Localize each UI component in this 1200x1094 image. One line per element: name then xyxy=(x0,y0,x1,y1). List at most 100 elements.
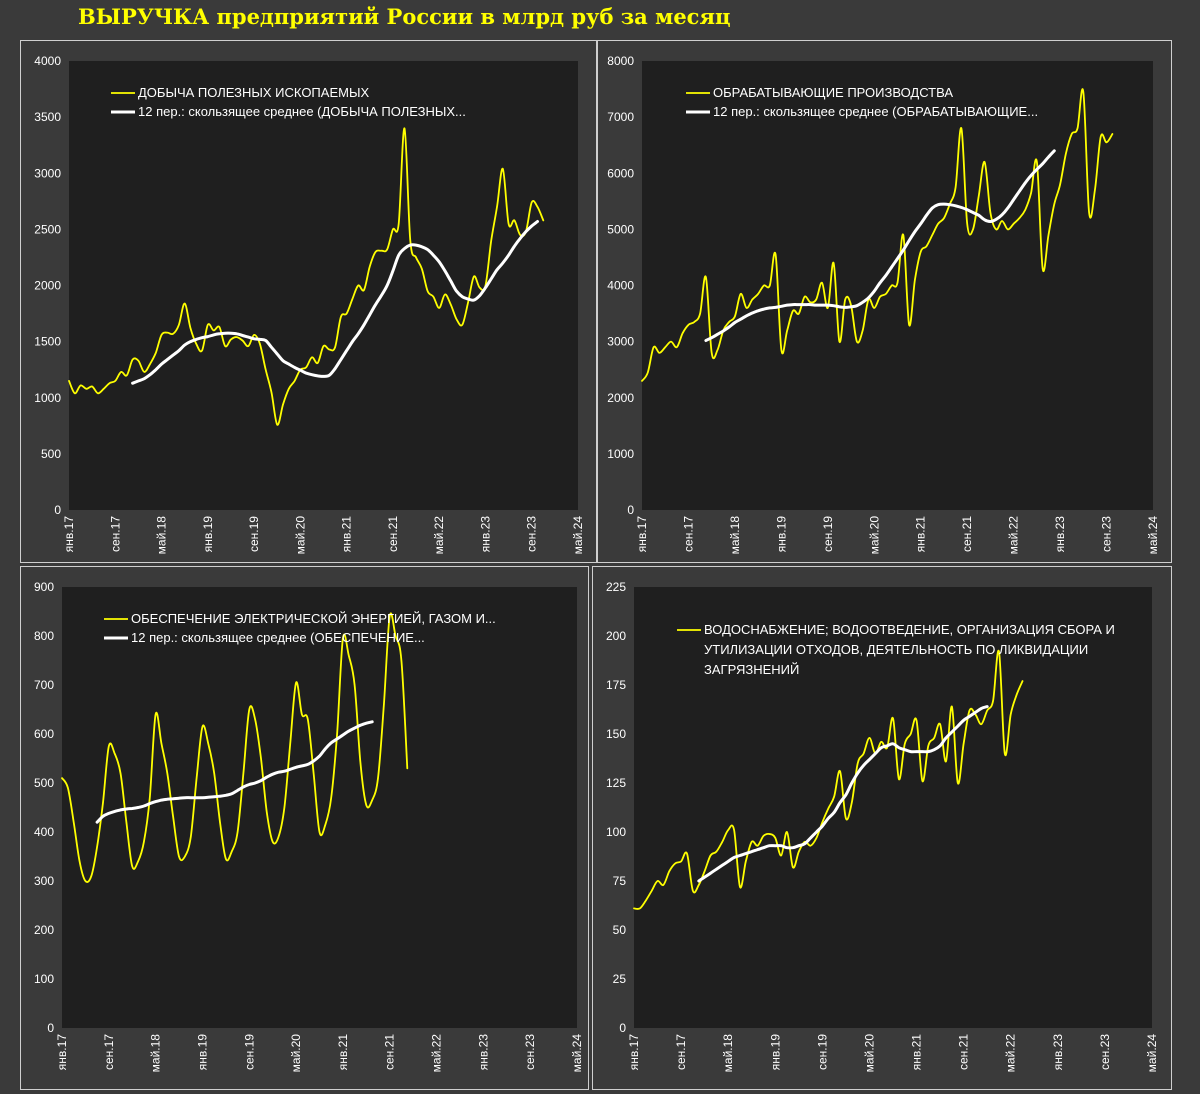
moving-average-point xyxy=(531,225,533,227)
actual-data-point xyxy=(108,382,111,384)
y-tick-label: 25 xyxy=(613,972,627,986)
actual-data-point xyxy=(804,296,806,298)
actual-data-point xyxy=(863,753,865,755)
actual-data-point xyxy=(178,855,180,858)
actual-data-point xyxy=(733,829,735,831)
moving-average-point xyxy=(809,304,811,306)
actual-data-point xyxy=(851,802,853,804)
actual-data-point xyxy=(966,223,968,225)
actual-data-point xyxy=(313,772,315,774)
actual-data-point xyxy=(230,338,232,340)
moving-average-point xyxy=(392,270,394,272)
moving-average-point xyxy=(328,374,330,376)
actual-data-point xyxy=(995,228,997,230)
moving-average-point xyxy=(172,354,174,356)
x-tick-label: сен.19 xyxy=(242,1034,256,1070)
moving-average-point xyxy=(921,751,923,753)
x-tick-label: сен.23 xyxy=(1100,516,1114,552)
moving-average-point xyxy=(219,795,221,797)
actual-data-point xyxy=(920,251,922,253)
actual-data-point xyxy=(237,831,239,833)
moving-average-point xyxy=(473,299,475,301)
actual-data-point xyxy=(914,279,916,281)
actual-data-point xyxy=(892,717,894,719)
moving-average-point xyxy=(346,350,348,352)
moving-average-point xyxy=(299,369,301,371)
actual-data-point xyxy=(762,835,765,837)
actual-data-point xyxy=(915,719,918,721)
moving-average-point xyxy=(867,297,870,299)
moving-average-point xyxy=(886,745,888,747)
moving-average-point xyxy=(189,341,192,343)
moving-average-point xyxy=(242,786,244,788)
moving-average-point xyxy=(317,375,319,377)
actual-data-point xyxy=(166,772,168,774)
moving-average-point xyxy=(1047,156,1050,158)
actual-data-point xyxy=(318,831,321,833)
x-tick-label: янв.17 xyxy=(55,1034,69,1071)
moving-average-point xyxy=(1030,174,1032,177)
actual-data-point xyxy=(651,890,653,892)
actual-data-point xyxy=(857,762,859,764)
x-tick-label: янв.23 xyxy=(478,516,492,553)
actual-data-point xyxy=(1016,694,1018,696)
actual-data-point xyxy=(224,345,226,347)
moving-average-point xyxy=(960,206,962,209)
actual-data-point xyxy=(687,324,690,326)
x-tick-label: май.18 xyxy=(149,1034,163,1073)
x-tick-label: янв.19 xyxy=(201,516,215,553)
actual-data-point xyxy=(960,127,962,129)
moving-average-point xyxy=(461,296,463,298)
x-tick-label: сен.17 xyxy=(108,516,122,552)
moving-average-point xyxy=(857,772,859,774)
x-tick-label: сен.17 xyxy=(102,1034,116,1070)
actual-data-point xyxy=(502,168,504,170)
actual-data-point xyxy=(1059,183,1061,186)
actual-data-point xyxy=(400,659,402,662)
actual-data-point xyxy=(839,770,841,772)
moving-average-point xyxy=(711,337,713,339)
y-tick-label: 3000 xyxy=(607,335,634,349)
actual-data-point xyxy=(1036,161,1038,163)
actual-data-point xyxy=(674,862,676,864)
actual-data-point xyxy=(317,362,319,364)
actual-data-point xyxy=(955,186,957,188)
x-tick-label: янв.19 xyxy=(774,516,788,553)
moving-average-point xyxy=(1024,182,1026,184)
moving-average-point xyxy=(201,797,204,799)
moving-average-point xyxy=(137,380,139,382)
moving-average-point xyxy=(282,360,284,362)
moving-average-point xyxy=(891,266,893,268)
actual-data-point xyxy=(1001,220,1003,222)
moving-average-point xyxy=(340,359,342,361)
moving-average-point xyxy=(863,764,865,766)
actual-data-point xyxy=(786,329,788,331)
moving-average-point xyxy=(322,375,325,377)
actual-data-point xyxy=(496,206,498,208)
moving-average-point xyxy=(375,304,377,306)
actual-data-point xyxy=(774,837,776,839)
moving-average-point xyxy=(386,284,388,287)
actual-data-point xyxy=(780,854,782,857)
actual-data-point xyxy=(242,772,244,774)
moving-average-point xyxy=(995,218,997,220)
moving-average-point xyxy=(484,287,487,289)
moving-average-point xyxy=(885,274,887,276)
moving-average-point xyxy=(253,338,255,340)
actual-data-point xyxy=(432,296,434,298)
x-tick-label: сен.19 xyxy=(247,516,261,552)
moving-average-point xyxy=(260,780,262,782)
moving-average-point xyxy=(904,749,906,751)
moving-average-point xyxy=(132,382,134,384)
actual-data-point xyxy=(490,240,492,242)
actual-data-point xyxy=(137,860,139,862)
y-tick-label: 150 xyxy=(606,727,626,741)
actual-data-point xyxy=(668,870,670,872)
moving-average-point xyxy=(114,810,116,812)
moving-average-point xyxy=(119,809,122,811)
y-tick-label: 0 xyxy=(47,1021,54,1035)
actual-data-point xyxy=(149,797,151,799)
actual-data-point xyxy=(873,307,875,309)
actual-data-point xyxy=(160,334,163,336)
moving-average-point xyxy=(351,341,353,343)
